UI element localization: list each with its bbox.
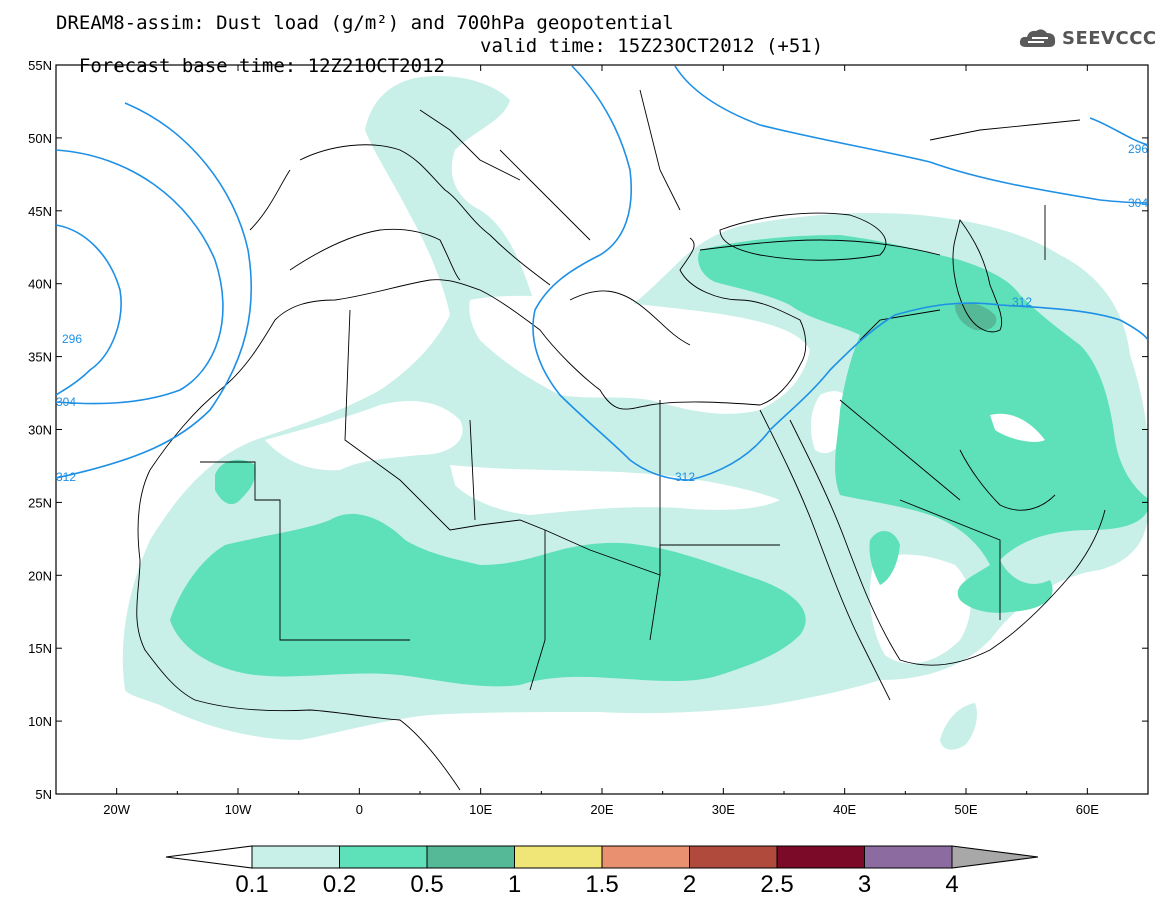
lat-label: 50N (28, 131, 52, 146)
colorbar-swatch (689, 845, 778, 869)
colorbar-swatch (776, 845, 865, 869)
colorbar-under-triangle (165, 845, 253, 869)
lat-label: 20N (28, 568, 52, 583)
colorbar-swatch (514, 845, 603, 869)
colorbar-label: 0.1 (235, 871, 268, 898)
colorbar-swatch (426, 845, 515, 869)
contour-labels: 296 304 312 312 312 296 304 (56, 142, 1148, 484)
cloud-icon (1019, 29, 1056, 47)
colorbar-swatch (601, 845, 690, 869)
lon-label: 0 (356, 802, 363, 817)
lon-label: 60E (1076, 802, 1099, 817)
colorbar-label: 0.5 (410, 871, 443, 898)
colorbar-label: 2 (683, 871, 696, 898)
lon-label: 40E (833, 802, 856, 817)
colorbar: 0.1 0.2 0.5 1 1.5 2 2.5 3 4 (165, 845, 1039, 898)
colorbar-label: 2.5 (760, 871, 793, 898)
colorbar-swatch (339, 845, 428, 869)
colorbar-label: 1 (508, 871, 521, 898)
seevccc-logo: SEEVCCC (1018, 25, 1157, 51)
lat-label: 10N (28, 714, 52, 729)
dust-free-areas (265, 295, 971, 664)
contour-label: 304 (56, 395, 76, 409)
lon-label: 20E (590, 802, 613, 817)
logo-text: SEEVCCC (1062, 27, 1157, 49)
lon-label: 50E (954, 802, 977, 817)
contour-label: 312 (675, 470, 695, 484)
contour-label: 312 (1012, 295, 1032, 309)
lat-label: 5N (35, 787, 52, 802)
colorbar-label: 1.5 (585, 871, 618, 898)
map-subtitle: Forecast base time: 12Z21OCT2012 valid t… (56, 36, 823, 96)
lat-label: 35N (28, 350, 52, 365)
colorbar-swatch (251, 845, 340, 869)
colorbar-label: 4 (945, 871, 958, 898)
contour-label: 296 (62, 332, 82, 346)
longitude-axis: 20W 10W 0 10E 20E 30E 40E 50E 60E (55, 65, 1149, 817)
colorbar-label: 0.2 (323, 871, 356, 898)
lat-label: 30N (28, 423, 52, 438)
lat-label: 25N (28, 495, 52, 510)
lon-label: 10W (225, 802, 252, 817)
lat-label: 15N (28, 641, 52, 656)
lat-label: 55N (28, 58, 52, 73)
contour-label: 304 (1128, 196, 1148, 210)
valid-time: valid time: 15Z23OCT2012 (+51) (480, 35, 824, 57)
lon-label: 30E (712, 802, 735, 817)
latitude-axis: 55N 50N 45N 40N 35N 30N 25N 20N 15N 10N 5N (28, 58, 1148, 802)
contour-label: 312 (56, 470, 76, 484)
coastlines (136, 89, 1106, 791)
colorbar-over-triangle (951, 845, 1039, 869)
colorbar-swatch (864, 845, 953, 869)
geopotential-contours (56, 65, 1148, 481)
lon-label: 10E (469, 802, 492, 817)
forecast-base-time: Forecast base time: 12Z21OCT2012 (78, 55, 445, 77)
lat-label: 45N (28, 204, 52, 219)
colorbar-label: 3 (858, 871, 871, 898)
map-title: DREAM8-assim: Dust load (g/m²) and 700hP… (56, 12, 674, 34)
dust-layer-medium (170, 235, 1148, 687)
lat-label: 40N (28, 277, 52, 292)
lon-label: 20W (103, 802, 130, 817)
contour-label: 296 (1128, 142, 1148, 156)
